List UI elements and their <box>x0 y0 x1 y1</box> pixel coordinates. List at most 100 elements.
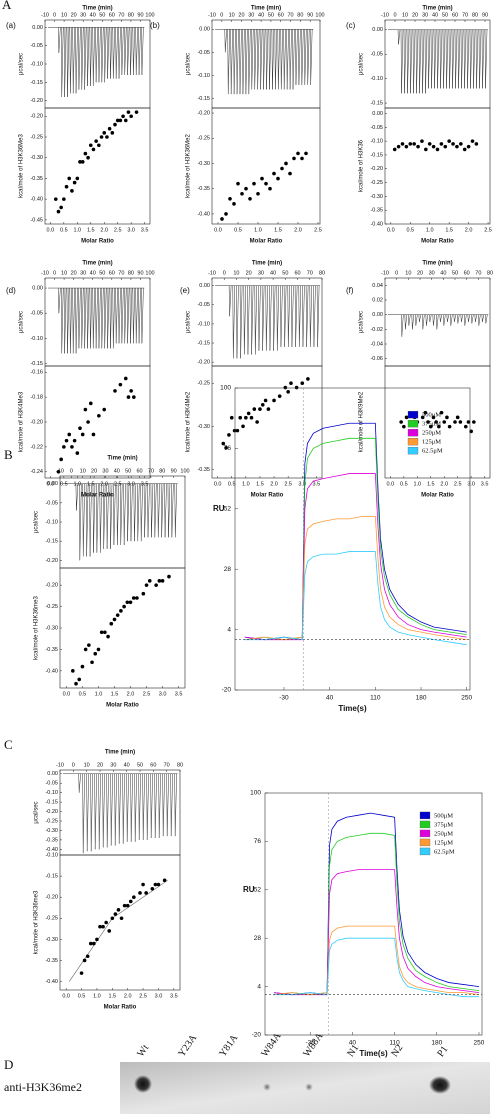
injection-peak <box>103 27 107 83</box>
data-point <box>131 596 136 600</box>
data-point <box>126 395 131 399</box>
data-point <box>86 155 90 160</box>
injection-peak <box>86 773 89 852</box>
data-point <box>296 151 300 156</box>
injection-peak <box>154 483 157 538</box>
data-point <box>459 142 463 146</box>
injection-peak <box>464 314 467 326</box>
x-tick-label: 30 <box>110 762 116 768</box>
y-tick-label: 100 <box>250 790 261 797</box>
data-point <box>435 147 440 152</box>
injection-peak <box>75 288 78 354</box>
data-point <box>447 139 451 143</box>
y-tick-label: -0.10 <box>45 519 58 525</box>
y-axis-title: RU <box>213 504 225 513</box>
x-tick-label: 0.0 <box>387 481 395 487</box>
data-point <box>260 176 264 181</box>
data-point <box>56 469 61 474</box>
injection-peak <box>109 27 113 79</box>
x-tick-label: 2.5 <box>114 227 122 233</box>
y-tick-label: -0.20 <box>45 558 58 564</box>
x-tick-label: 30 <box>80 12 86 18</box>
x-tick-label: 1.5 <box>445 227 453 233</box>
data-point <box>118 382 123 387</box>
injection-peak <box>171 483 174 538</box>
injection-peak <box>133 483 137 542</box>
y-tick-label: -0.20 <box>197 360 210 366</box>
x-tick-label: 250 <box>474 1040 485 1047</box>
x-tick-label: 100 <box>315 12 324 18</box>
x-tick-label: -10 <box>381 12 389 18</box>
injection-peak <box>130 483 133 542</box>
injection-peak <box>289 29 292 90</box>
y-tick-label: 0.04 <box>372 283 383 289</box>
y-tick-label: -0.35 <box>30 176 43 182</box>
axis-title: Time (min) <box>422 6 452 12</box>
x-tick-label: 50 <box>268 12 274 18</box>
y-tick-label: -0.30 <box>30 155 43 161</box>
data-point <box>128 899 133 904</box>
x-tick-label: 1.5 <box>274 227 282 233</box>
axis-title: Time (min) <box>251 6 281 12</box>
injection-peak <box>478 29 482 89</box>
x-tick-label: 40 <box>90 270 96 276</box>
injection-peak <box>98 773 101 850</box>
data-point <box>125 600 130 605</box>
fit-line <box>68 880 168 982</box>
data-point <box>420 139 424 143</box>
y-tick-label: -0.35 <box>370 208 383 214</box>
data-point <box>122 903 127 908</box>
series-line <box>244 422 467 641</box>
data-point <box>236 181 240 186</box>
y-tick-label: 76 <box>224 445 232 452</box>
data-point <box>113 122 117 127</box>
injection-peak <box>276 285 280 351</box>
y-axis-title: μcal/sec <box>359 311 365 333</box>
y-tick-label: -0.40 <box>45 847 58 853</box>
y-tick-label: -0.10 <box>370 139 383 145</box>
legend-label: 125μM <box>422 439 441 446</box>
panel-label: (d) <box>6 286 16 295</box>
injection-peak <box>304 29 307 85</box>
x-tick-label: 0 <box>72 762 75 768</box>
x-tick-label: -30 <box>279 695 289 702</box>
x-tick-label: 80 <box>159 468 165 474</box>
x-tick-label: 2.5 <box>484 227 492 233</box>
data-point <box>83 647 88 652</box>
series-line <box>244 473 467 641</box>
injection-peak <box>277 29 281 90</box>
data-point <box>135 596 139 600</box>
data-point <box>420 415 425 420</box>
x-tick-label: -10 <box>41 270 49 276</box>
injection-peak <box>123 288 127 344</box>
blot-membrane <box>120 1062 490 1114</box>
panel-label: (a) <box>6 21 16 30</box>
injection-peak <box>81 27 84 90</box>
data-point <box>67 176 72 181</box>
injection-peak <box>141 288 144 344</box>
x-tick-label: 3.0 <box>127 481 135 487</box>
y-tick-label: 76 <box>254 838 262 845</box>
legend-label: 250μM <box>422 430 441 437</box>
injection-peak <box>101 27 104 83</box>
data-point <box>240 191 244 196</box>
injection-peak <box>256 29 260 90</box>
y-tick-label: -0.05 <box>197 50 210 56</box>
y-tick-label: 0.02 <box>372 297 383 303</box>
blot-spot <box>134 1075 152 1093</box>
y-tick-label: -0.05 <box>197 302 210 308</box>
injection-peak <box>236 285 239 359</box>
x-tick-label: 50 <box>282 270 288 276</box>
injection-peak <box>126 27 130 76</box>
data-point <box>78 160 82 164</box>
injection-peak <box>239 285 243 359</box>
injection-peak <box>114 773 117 846</box>
injection-peak <box>261 285 265 351</box>
injection-peak <box>147 483 150 538</box>
y-axis-title: μcal/sec <box>186 53 192 75</box>
plot-frame <box>59 567 186 689</box>
data-point <box>399 420 403 424</box>
data-point <box>288 171 292 176</box>
data-point <box>408 142 413 146</box>
data-point <box>232 202 236 206</box>
